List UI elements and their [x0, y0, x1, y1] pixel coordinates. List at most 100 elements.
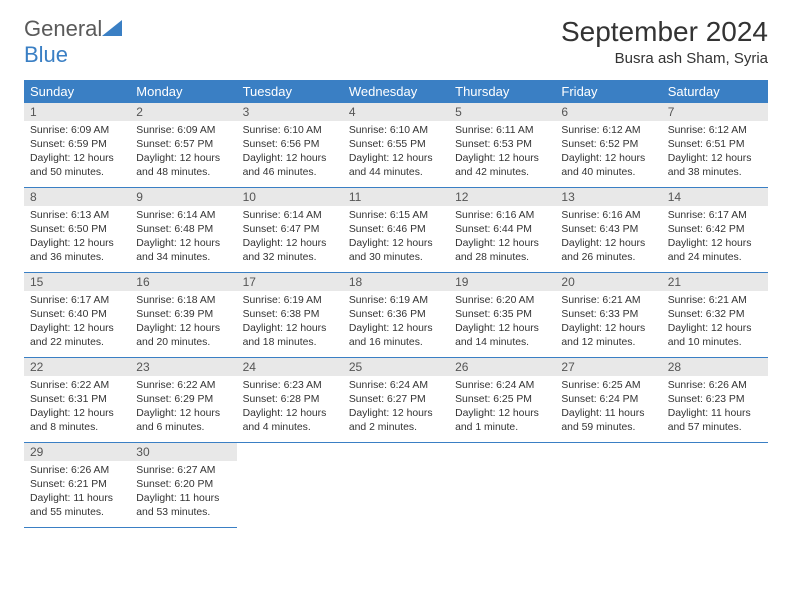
weekday-header: Monday	[130, 80, 236, 103]
day-number: 2	[130, 103, 236, 121]
day-content: Sunrise: 6:13 AMSunset: 6:50 PMDaylight:…	[24, 206, 130, 269]
calendar-cell: 10Sunrise: 6:14 AMSunset: 6:47 PMDayligh…	[237, 188, 343, 273]
day-number: 24	[237, 358, 343, 376]
day-content: Sunrise: 6:09 AMSunset: 6:59 PMDaylight:…	[24, 121, 130, 184]
day-content: Sunrise: 6:15 AMSunset: 6:46 PMDaylight:…	[343, 206, 449, 269]
calendar-cell	[555, 443, 661, 528]
day-number: 6	[555, 103, 661, 121]
calendar-cell: 22Sunrise: 6:22 AMSunset: 6:31 PMDayligh…	[24, 358, 130, 443]
day-content: Sunrise: 6:11 AMSunset: 6:53 PMDaylight:…	[449, 121, 555, 184]
day-number: 12	[449, 188, 555, 206]
day-content: Sunrise: 6:20 AMSunset: 6:35 PMDaylight:…	[449, 291, 555, 354]
calendar-cell: 12Sunrise: 6:16 AMSunset: 6:44 PMDayligh…	[449, 188, 555, 273]
day-content: Sunrise: 6:22 AMSunset: 6:31 PMDaylight:…	[24, 376, 130, 439]
day-number: 19	[449, 273, 555, 291]
day-number: 15	[24, 273, 130, 291]
calendar-cell: 19Sunrise: 6:20 AMSunset: 6:35 PMDayligh…	[449, 273, 555, 358]
day-content: Sunrise: 6:12 AMSunset: 6:51 PMDaylight:…	[662, 121, 768, 184]
calendar-body: 1Sunrise: 6:09 AMSunset: 6:59 PMDaylight…	[24, 103, 768, 528]
day-content: Sunrise: 6:24 AMSunset: 6:25 PMDaylight:…	[449, 376, 555, 439]
logo-text-general: General	[24, 16, 102, 41]
day-content: Sunrise: 6:26 AMSunset: 6:21 PMDaylight:…	[24, 461, 130, 524]
calendar-cell: 1Sunrise: 6:09 AMSunset: 6:59 PMDaylight…	[24, 103, 130, 188]
day-content: Sunrise: 6:26 AMSunset: 6:23 PMDaylight:…	[662, 376, 768, 439]
day-number: 16	[130, 273, 236, 291]
day-content: Sunrise: 6:12 AMSunset: 6:52 PMDaylight:…	[555, 121, 661, 184]
calendar-cell	[662, 443, 768, 528]
calendar-row: 22Sunrise: 6:22 AMSunset: 6:31 PMDayligh…	[24, 358, 768, 443]
calendar-cell: 30Sunrise: 6:27 AMSunset: 6:20 PMDayligh…	[130, 443, 236, 528]
day-number: 20	[555, 273, 661, 291]
calendar-cell: 17Sunrise: 6:19 AMSunset: 6:38 PMDayligh…	[237, 273, 343, 358]
calendar-cell: 28Sunrise: 6:26 AMSunset: 6:23 PMDayligh…	[662, 358, 768, 443]
calendar-cell: 24Sunrise: 6:23 AMSunset: 6:28 PMDayligh…	[237, 358, 343, 443]
day-number: 17	[237, 273, 343, 291]
calendar-cell	[449, 443, 555, 528]
calendar-row: 1Sunrise: 6:09 AMSunset: 6:59 PMDaylight…	[24, 103, 768, 188]
calendar-row: 29Sunrise: 6:26 AMSunset: 6:21 PMDayligh…	[24, 443, 768, 528]
calendar-table: SundayMondayTuesdayWednesdayThursdayFrid…	[24, 80, 768, 528]
weekday-header: Saturday	[662, 80, 768, 103]
day-content: Sunrise: 6:16 AMSunset: 6:44 PMDaylight:…	[449, 206, 555, 269]
calendar-cell: 13Sunrise: 6:16 AMSunset: 6:43 PMDayligh…	[555, 188, 661, 273]
day-content: Sunrise: 6:21 AMSunset: 6:32 PMDaylight:…	[662, 291, 768, 354]
weekday-header: Thursday	[449, 80, 555, 103]
day-content: Sunrise: 6:17 AMSunset: 6:42 PMDaylight:…	[662, 206, 768, 269]
day-number: 21	[662, 273, 768, 291]
day-content: Sunrise: 6:16 AMSunset: 6:43 PMDaylight:…	[555, 206, 661, 269]
calendar-cell: 7Sunrise: 6:12 AMSunset: 6:51 PMDaylight…	[662, 103, 768, 188]
day-number: 5	[449, 103, 555, 121]
day-number: 26	[449, 358, 555, 376]
location-text: Busra ash Sham, Syria	[561, 50, 768, 67]
day-number: 18	[343, 273, 449, 291]
day-content: Sunrise: 6:19 AMSunset: 6:36 PMDaylight:…	[343, 291, 449, 354]
weekday-header: Sunday	[24, 80, 130, 103]
calendar-cell: 21Sunrise: 6:21 AMSunset: 6:32 PMDayligh…	[662, 273, 768, 358]
logo-text-blue: Blue	[24, 42, 122, 68]
day-content: Sunrise: 6:23 AMSunset: 6:28 PMDaylight:…	[237, 376, 343, 439]
day-content: Sunrise: 6:10 AMSunset: 6:55 PMDaylight:…	[343, 121, 449, 184]
calendar-row: 15Sunrise: 6:17 AMSunset: 6:40 PMDayligh…	[24, 273, 768, 358]
calendar-cell: 25Sunrise: 6:24 AMSunset: 6:27 PMDayligh…	[343, 358, 449, 443]
title-block: September 2024 Busra ash Sham, Syria	[561, 16, 768, 67]
logo: General Blue	[24, 16, 122, 68]
weekday-header: Friday	[555, 80, 661, 103]
calendar-cell: 9Sunrise: 6:14 AMSunset: 6:48 PMDaylight…	[130, 188, 236, 273]
weekday-header: Tuesday	[237, 80, 343, 103]
calendar-cell: 15Sunrise: 6:17 AMSunset: 6:40 PMDayligh…	[24, 273, 130, 358]
day-number: 14	[662, 188, 768, 206]
day-content: Sunrise: 6:10 AMSunset: 6:56 PMDaylight:…	[237, 121, 343, 184]
day-number: 1	[24, 103, 130, 121]
day-content: Sunrise: 6:14 AMSunset: 6:47 PMDaylight:…	[237, 206, 343, 269]
day-number: 4	[343, 103, 449, 121]
calendar-cell: 20Sunrise: 6:21 AMSunset: 6:33 PMDayligh…	[555, 273, 661, 358]
day-content: Sunrise: 6:14 AMSunset: 6:48 PMDaylight:…	[130, 206, 236, 269]
calendar-cell: 18Sunrise: 6:19 AMSunset: 6:36 PMDayligh…	[343, 273, 449, 358]
day-content: Sunrise: 6:24 AMSunset: 6:27 PMDaylight:…	[343, 376, 449, 439]
calendar-cell: 14Sunrise: 6:17 AMSunset: 6:42 PMDayligh…	[662, 188, 768, 273]
day-content: Sunrise: 6:21 AMSunset: 6:33 PMDaylight:…	[555, 291, 661, 354]
day-content: Sunrise: 6:18 AMSunset: 6:39 PMDaylight:…	[130, 291, 236, 354]
day-number: 27	[555, 358, 661, 376]
calendar-cell: 2Sunrise: 6:09 AMSunset: 6:57 PMDaylight…	[130, 103, 236, 188]
day-content: Sunrise: 6:09 AMSunset: 6:57 PMDaylight:…	[130, 121, 236, 184]
day-content: Sunrise: 6:27 AMSunset: 6:20 PMDaylight:…	[130, 461, 236, 524]
day-number: 10	[237, 188, 343, 206]
month-title: September 2024	[561, 16, 768, 48]
day-number: 11	[343, 188, 449, 206]
calendar-cell: 5Sunrise: 6:11 AMSunset: 6:53 PMDaylight…	[449, 103, 555, 188]
calendar-cell: 27Sunrise: 6:25 AMSunset: 6:24 PMDayligh…	[555, 358, 661, 443]
calendar-cell: 3Sunrise: 6:10 AMSunset: 6:56 PMDaylight…	[237, 103, 343, 188]
day-number: 3	[237, 103, 343, 121]
calendar-cell	[237, 443, 343, 528]
day-number: 9	[130, 188, 236, 206]
day-number: 13	[555, 188, 661, 206]
day-content: Sunrise: 6:19 AMSunset: 6:38 PMDaylight:…	[237, 291, 343, 354]
calendar-cell: 16Sunrise: 6:18 AMSunset: 6:39 PMDayligh…	[130, 273, 236, 358]
day-number: 25	[343, 358, 449, 376]
header: General Blue September 2024 Busra ash Sh…	[24, 16, 768, 68]
day-number: 7	[662, 103, 768, 121]
calendar-cell: 29Sunrise: 6:26 AMSunset: 6:21 PMDayligh…	[24, 443, 130, 528]
calendar-cell: 6Sunrise: 6:12 AMSunset: 6:52 PMDaylight…	[555, 103, 661, 188]
calendar-cell: 23Sunrise: 6:22 AMSunset: 6:29 PMDayligh…	[130, 358, 236, 443]
